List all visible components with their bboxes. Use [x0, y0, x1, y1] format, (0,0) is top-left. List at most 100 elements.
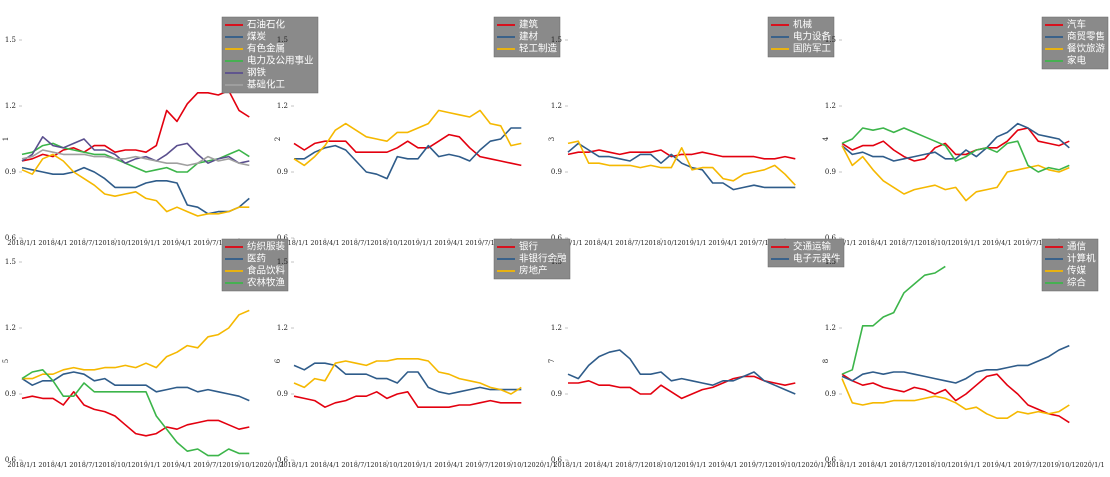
y-tick-label: 0.6 — [551, 456, 563, 464]
series-line — [21, 149, 250, 167]
legend-label: 有色金属 — [247, 43, 285, 55]
x-tick-label: 2019/7/1 — [739, 461, 768, 469]
x-tick-label: 2019/7/1 — [465, 461, 494, 469]
x-tick-label: 2019/1/1 — [951, 461, 980, 469]
x-tick-label: 2019/1/1 — [131, 461, 160, 469]
y-tick-label: 0.6 — [825, 456, 837, 464]
x-tick-label: 2019/10/1 — [494, 461, 527, 469]
legend-label: 非银行金融 — [519, 253, 567, 265]
x-tick-label: 2018/4/1 — [310, 239, 339, 247]
x-tick-label: 2019/1/1 — [951, 239, 980, 247]
series-line — [21, 153, 250, 217]
legend-label: 轻工制造 — [519, 43, 558, 55]
y-tick-label: 1.2 — [825, 324, 836, 332]
x-tick-label: 2019/4/1 — [708, 239, 737, 247]
legend-label: 商贸零售 — [1067, 31, 1105, 43]
y-tick-label: 0.9 — [277, 168, 288, 176]
x-tick-label: 2018/10/1 — [644, 461, 677, 469]
legend-label: 电力及公用事业 — [247, 55, 314, 67]
x-tick-label: 2019/1/1 — [131, 239, 160, 247]
legend-label: 基础化工 — [247, 79, 286, 91]
y-axis-label: 4 — [822, 136, 830, 141]
x-tick-label: 2020/1/1 — [801, 461, 830, 469]
legend-label: 医药 — [247, 254, 266, 265]
x-tick-label: 2020/1/1 — [527, 461, 556, 469]
legend-label: 银行 — [519, 241, 539, 253]
legend-label: 交通运输 — [793, 241, 832, 253]
series-line — [293, 133, 522, 167]
legend-label: 国防军工 — [793, 43, 832, 55]
x-tick-label: 2019/4/1 — [434, 461, 463, 469]
legend-label: 汽车 — [1067, 19, 1086, 31]
y-tick-label: 1.2 — [551, 102, 562, 110]
series-line — [567, 149, 796, 160]
x-tick-label: 2019/1/1 — [403, 239, 432, 247]
x-tick-label: 2018/7/1 — [341, 461, 370, 469]
series-line — [293, 109, 522, 167]
legend-label: 建筑 — [519, 19, 539, 31]
series-line — [841, 344, 1070, 384]
x-tick-label: 2018/1/1 — [279, 239, 308, 247]
series-line — [21, 371, 250, 402]
x-tick-label: 2020/1/1 — [255, 461, 284, 469]
y-tick-label: 0.9 — [825, 168, 836, 176]
panel: 0.60.91.21.52018/1/12018/4/12018/7/12018… — [822, 36, 1076, 247]
legend-label: 通信 — [1067, 241, 1086, 253]
legend-label: 石油石化 — [247, 19, 286, 31]
legend-label: 传媒 — [1067, 265, 1087, 277]
series-line — [841, 373, 1070, 424]
legend-label: 餐饮旅游 — [1067, 43, 1106, 55]
x-tick-label: 2019/4/1 — [982, 461, 1011, 469]
x-tick-label: 2019/7/1 — [1013, 461, 1042, 469]
x-tick-label: 2018/1/1 — [7, 461, 36, 469]
x-tick-label: 2018/1/1 — [279, 461, 308, 469]
x-tick-label: 2018/1/1 — [7, 239, 36, 247]
y-tick-label: 1.5 — [551, 36, 562, 44]
x-tick-label: 2018/7/1 — [69, 239, 98, 247]
y-tick-label: 1.5 — [5, 258, 16, 266]
series-line — [294, 127, 522, 180]
y-tick-label: 1.5 — [825, 258, 836, 266]
legend-label: 计算机 — [1067, 253, 1096, 265]
legend-label: 农林牧渔 — [247, 277, 286, 289]
series-line — [841, 378, 1070, 419]
y-tick-label: 1.5 — [277, 36, 288, 44]
series-line — [293, 358, 522, 395]
y-tick-label: 1.5 — [5, 36, 16, 44]
y-tick-label: 0.6 — [277, 234, 289, 242]
x-tick-label: 2019/10/1 — [222, 461, 255, 469]
y-tick-label: 0.9 — [551, 390, 562, 398]
series-line — [567, 140, 796, 186]
x-tick-label: 2018/4/1 — [584, 461, 613, 469]
x-tick-label: 2018/10/1 — [370, 461, 403, 469]
x-tick-label: 2018/7/1 — [341, 239, 370, 247]
series-line — [21, 89, 250, 162]
legend-label: 机械 — [793, 19, 813, 31]
legend-box — [767, 238, 845, 268]
y-axis-label: 5 — [2, 359, 10, 363]
series-line — [567, 142, 796, 191]
x-tick-label: 2019/4/1 — [434, 239, 463, 247]
x-tick-label: 2018/4/1 — [858, 239, 887, 247]
series-line — [841, 122, 1070, 162]
y-tick-label: 1.2 — [5, 324, 16, 332]
y-tick-label: 1.2 — [825, 102, 836, 110]
legend-label: 钢铁 — [247, 67, 267, 79]
y-axis-label: 6 — [274, 358, 282, 363]
x-tick-label: 2018/4/1 — [38, 461, 67, 469]
y-tick-label: 0.6 — [5, 456, 17, 464]
x-tick-label: 2019/4/1 — [982, 239, 1011, 247]
y-tick-label: 0.9 — [277, 390, 288, 398]
x-tick-label: 2019/7/1 — [193, 461, 222, 469]
y-tick-label: 1.2 — [277, 102, 288, 110]
